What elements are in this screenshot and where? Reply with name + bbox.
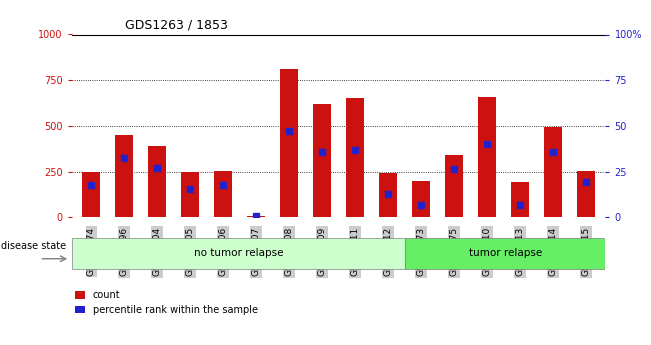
Bar — [181, 171, 199, 217]
Bar — [247, 216, 265, 217]
Bar — [148, 146, 167, 217]
Bar — [510, 182, 529, 217]
Bar — [445, 155, 463, 217]
Text: no tumor relapse: no tumor relapse — [194, 248, 283, 258]
Legend: count, percentile rank within the sample: count, percentile rank within the sample — [72, 286, 262, 319]
Bar — [115, 135, 133, 217]
Bar — [214, 171, 232, 217]
Bar — [478, 97, 496, 217]
Bar — [577, 171, 595, 217]
Bar — [72, 238, 405, 269]
Bar — [405, 238, 605, 269]
Bar — [280, 69, 298, 217]
Text: GDS1263 / 1853: GDS1263 / 1853 — [125, 19, 228, 32]
Bar — [412, 181, 430, 217]
Bar — [544, 127, 562, 217]
Bar — [82, 171, 100, 217]
Bar — [346, 99, 364, 217]
Text: tumor relapse: tumor relapse — [469, 248, 542, 258]
Bar — [379, 172, 397, 217]
Text: disease state: disease state — [1, 241, 66, 251]
Bar — [313, 104, 331, 217]
